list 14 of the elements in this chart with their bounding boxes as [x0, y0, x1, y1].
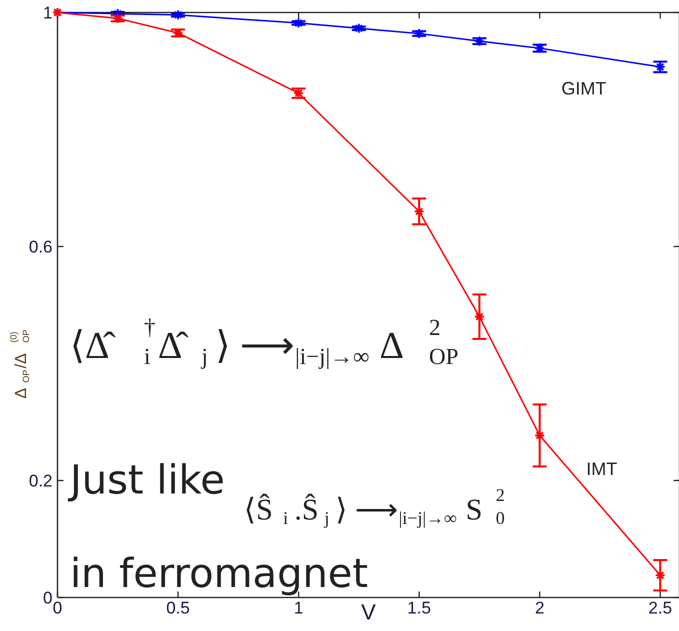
y-tick-label: 1	[43, 4, 53, 22]
y-tick-label: 0.2	[28, 472, 53, 490]
x-axis-title: V	[361, 600, 376, 624]
x-tick-label: 1.5	[407, 598, 431, 618]
annotation: Just like	[66, 458, 225, 504]
y-axis-title: ΔOP/ΔOP(0)	[8, 330, 31, 399]
annotation: in ferromagnet	[70, 551, 368, 598]
x-tick-label: 2	[534, 598, 544, 618]
x-tick-label: 1	[294, 598, 304, 618]
x-tick-label: 0.5	[166, 598, 190, 618]
annotation: IMT	[586, 458, 618, 479]
y-tick-label: 0.6	[28, 238, 53, 256]
annotation: GIMT	[561, 78, 606, 99]
x-tick-label: 2.5	[648, 598, 672, 618]
